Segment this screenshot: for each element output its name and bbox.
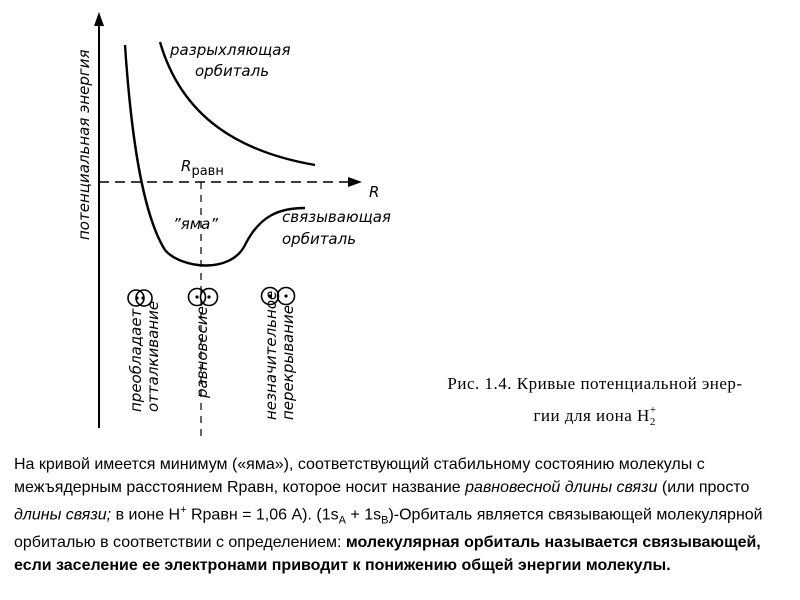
bonding-label-line1: связывающая (282, 208, 391, 226)
state-weak-overlap-line1: незначительное (262, 291, 280, 420)
state-equilibrium: равновесие (193, 306, 211, 399)
state-repulsion-line2: отталкивание (144, 301, 162, 412)
state-repulsion-line1: преобладает (127, 307, 145, 412)
bonding-curve (123, 44, 306, 267)
figure-caption: Рис. 1.4. Кривые потенциальной энер- гии… (415, 370, 775, 436)
body-paragraph: На кривой имеется минимум («яма»), соотв… (14, 456, 763, 574)
overlap-strong-icon (127, 289, 153, 307)
overlap-weak-icon (260, 286, 296, 306)
caption-line1: Рис. 1.4. Кривые потенциальной энер- (447, 374, 743, 393)
x-axis-label: R (369, 183, 379, 201)
potential-energy-diagram: потенциальная энергия R Rравн разрыхляющ… (75, 12, 391, 440)
overlap-equilibrium-icon (187, 287, 219, 307)
well-label: ”яма” (173, 215, 218, 233)
x-axis-arrow (348, 177, 362, 187)
definition-bold: молекулярная орбиталь называется связыва… (14, 534, 761, 574)
antibonding-curve (158, 41, 316, 167)
bonding-label-line2: орбиталь (282, 230, 356, 248)
y-axis-arrow (94, 12, 104, 26)
antibonding-label-line2: орбиталь (195, 62, 269, 80)
r-eq-label: Rравн (181, 157, 224, 179)
caption-line2: гии для иона H2+ (533, 404, 657, 428)
y-axis-label: потенциальная энергия (75, 49, 93, 240)
antibonding-label-line1: разрыхляющая (169, 41, 291, 59)
state-weak-overlap-line2: перекрывание (279, 305, 297, 420)
